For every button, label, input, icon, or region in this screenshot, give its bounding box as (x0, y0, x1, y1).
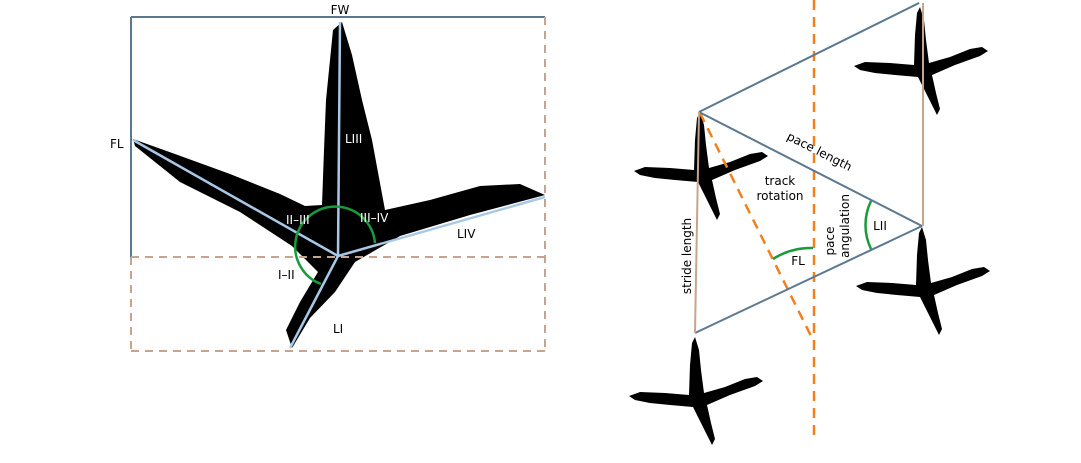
label-pace-angulation-2: angulation (838, 194, 852, 258)
label-stride-length: stride length (680, 218, 694, 294)
pace-angulation-arc (864, 200, 873, 250)
stride-lines (694, 3, 924, 334)
track-axis (698, 112, 815, 341)
label-angle-i-ii: I–II (278, 268, 295, 282)
dashed-box (130, 17, 546, 352)
label-li: LI (333, 322, 343, 336)
digit-measure-lines (132, 21, 546, 349)
label-angle-iii-iv: III–IV (360, 211, 389, 225)
footprint-right-1 (854, 7, 988, 115)
footprint-right-2 (856, 227, 990, 335)
label-fl-angle: FL (791, 254, 805, 268)
single-track-panel: FW FL LIII LII II–III III–IV LIV I–II LI (110, 3, 546, 352)
label-liv: LIV (457, 227, 476, 241)
footprint-left-2 (629, 337, 763, 445)
trackway-panel: pace length track rotation pace angulati… (629, 0, 990, 445)
label-lii: LII (232, 217, 246, 231)
footprint-left-1 (634, 112, 768, 220)
label-angle-ii-iii: II–III (286, 213, 310, 227)
label-fw: FW (331, 3, 350, 17)
pace-lines (694, 2, 923, 334)
interdigital-angle-arc (293, 205, 377, 286)
label-fl: FL (110, 137, 124, 151)
label-pace-angulation-1: pace (823, 227, 837, 256)
label-pace-length: pace length (785, 129, 855, 174)
label-track-rotation-2: rotation (756, 189, 803, 203)
label-lii-angle: LII (873, 219, 887, 233)
label-liii: LIII (345, 132, 362, 146)
track-rotation-arc (772, 246, 814, 261)
label-track-rotation-1: track (765, 174, 796, 188)
